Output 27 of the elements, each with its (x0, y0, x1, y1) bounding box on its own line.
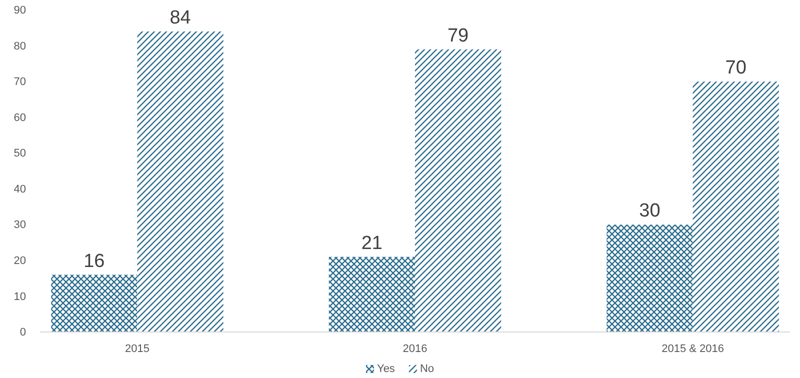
y-tick-label: 10 (14, 290, 26, 303)
bar (606, 224, 693, 332)
bar (415, 49, 502, 332)
data-label: 84 (170, 7, 192, 28)
bar (692, 82, 779, 332)
y-tick-label: 80 (14, 40, 26, 52)
x-tick-label: 2016 (402, 342, 428, 355)
x-tick-label: 2015 & 2016 (662, 342, 724, 355)
y-tick-label: 40 (14, 183, 26, 196)
data-label: 21 (361, 232, 383, 254)
y-tick-label: 30 (14, 219, 26, 232)
y-tick-label: 20 (14, 254, 26, 267)
bar (137, 31, 224, 332)
bar (328, 256, 415, 332)
y-tick-label: 90 (14, 4, 26, 17)
y-tick-label: 70 (14, 76, 26, 88)
y-tick-label: 0 (20, 326, 26, 339)
data-label: 70 (725, 58, 746, 79)
y-tick-label: 50 (14, 148, 26, 160)
data-label: 30 (639, 200, 660, 222)
legend-label: No (420, 363, 434, 375)
data-label: 79 (447, 25, 469, 46)
bar (51, 274, 138, 332)
legend-label: Yes (376, 363, 396, 375)
x-tick-label: 2015 (124, 342, 150, 355)
y-tick-label: 60 (14, 112, 26, 124)
data-label: 16 (84, 250, 105, 272)
